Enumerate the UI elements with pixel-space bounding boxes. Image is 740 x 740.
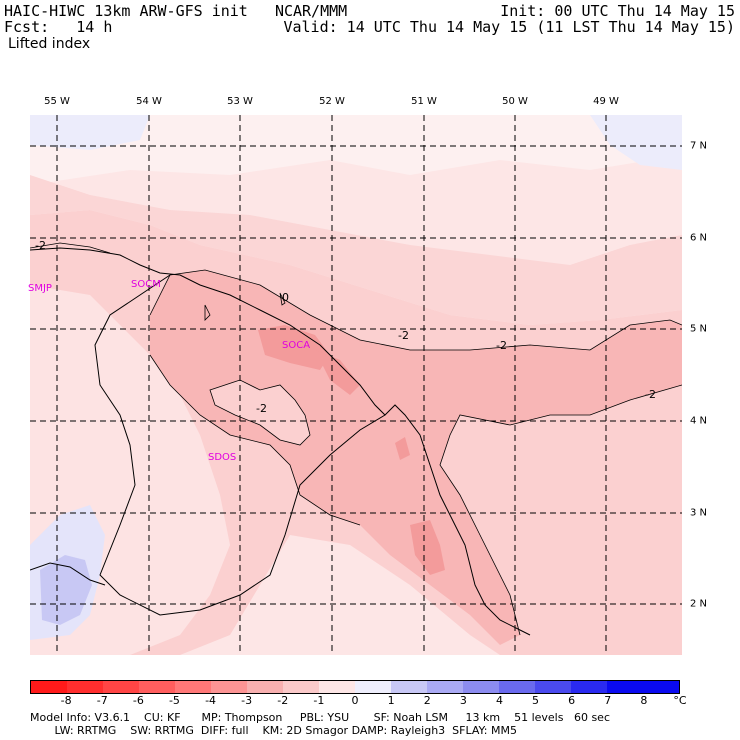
- lat-label: 6 N: [690, 232, 708, 244]
- colorbar: [30, 680, 680, 694]
- colorbar-tick-label: 0: [351, 694, 359, 707]
- colorbar-tick-label: -1: [313, 694, 325, 707]
- station-label: SMJP: [28, 283, 52, 294]
- colorbar-cell: [643, 681, 679, 693]
- inner-hole: [210, 380, 310, 445]
- colorbar-cell: [391, 681, 427, 693]
- contours: [30, 242, 682, 636]
- colorbar-tick-label: -5: [168, 694, 180, 707]
- colorbar-unit: °C: [673, 694, 687, 707]
- lon-label: 55 W: [44, 96, 70, 107]
- pink-spot-1: [258, 325, 330, 370]
- lat-label: 3 N: [690, 507, 708, 519]
- pink-spot-3: [395, 437, 410, 460]
- lat-label: 5 N: [690, 323, 708, 335]
- colorbar-tick-label: -8: [60, 694, 72, 707]
- colorbar-tick-label: 2: [423, 694, 431, 707]
- graticule: [30, 115, 682, 655]
- lon-label: 54 W: [136, 96, 162, 107]
- lavender-patch-nw: [30, 115, 150, 150]
- contour-label: -2: [256, 402, 267, 415]
- contour-line: [279, 292, 286, 306]
- contour-label: -2: [496, 339, 507, 352]
- border-guyana-suriname: [94, 274, 386, 616]
- lat-label: 4 N: [690, 415, 708, 427]
- model-info-line-2: LW: RRTMG SW: RRTMG DIFF: full KM: 2D Sm…: [30, 724, 517, 737]
- colorbar-tick-label: 4: [495, 694, 503, 707]
- contour-label: -2: [398, 329, 409, 342]
- contour-line: [149, 269, 682, 351]
- contour-line: [439, 384, 682, 636]
- colorbar-cell: [139, 681, 175, 693]
- pink-band-1b: [30, 175, 682, 325]
- pink-band-2: [150, 270, 682, 645]
- colorbar-cell: [571, 681, 607, 693]
- colorbar-cell: [535, 681, 571, 693]
- colorbar-cell: [319, 681, 355, 693]
- colorbar-cell: [67, 681, 103, 693]
- colorbar-tick-label: -7: [96, 694, 108, 707]
- colorbar-tick-label: -6: [132, 694, 144, 707]
- pink-spot-east: [620, 330, 680, 375]
- lon-label: 49 W: [593, 96, 619, 107]
- contour-line: [149, 354, 361, 526]
- colorbar-cell: [463, 681, 499, 693]
- colorbar-cell: [31, 681, 67, 693]
- contour-label: 0: [282, 291, 289, 304]
- lon-label: 53 W: [227, 96, 253, 107]
- colorbar-tick-label: -2: [277, 694, 289, 707]
- colorbar-cell: [103, 681, 139, 693]
- station-label: SOCM: [131, 279, 161, 290]
- colorbar-cell: [211, 681, 247, 693]
- lon-label: 51 W: [411, 96, 437, 107]
- colorbar-cell: [247, 681, 283, 693]
- colorbar-cell: [175, 681, 211, 693]
- model-info-line-1: Model Info: V3.6.1 CU: KF MP: Thompson P…: [30, 711, 610, 724]
- field-name: Lifted index: [8, 36, 91, 52]
- lat-label: 2 N: [690, 598, 708, 610]
- colorbar-cell: [355, 681, 391, 693]
- colorbar-tick-label: 8: [640, 694, 648, 707]
- lifted-index-map: [30, 115, 682, 655]
- model-title: HAIC-HIWC 13km ARW-GFS init NCAR/MMM: [4, 2, 348, 20]
- lon-label: 52 W: [319, 96, 345, 107]
- colorbar-tick-label: 5: [532, 694, 540, 707]
- coastline: [30, 247, 531, 636]
- light-band: [30, 115, 682, 185]
- lat-label: 7 N: [690, 140, 708, 152]
- pink-spot-2: [315, 350, 360, 395]
- colorbar-tick-label: -3: [241, 694, 253, 707]
- init-time: Init: 00 UTC Thu 14 May 15: [500, 2, 735, 20]
- lon-label: 50 W: [502, 96, 528, 107]
- contour-label: -2: [645, 388, 656, 401]
- border-south: [30, 562, 106, 586]
- colorbar-cell: [283, 681, 319, 693]
- contour-line: [204, 304, 211, 321]
- lavender-patch-ne: [590, 115, 682, 170]
- contour-line: [30, 242, 111, 254]
- forecast-hour: Fcst: 14 h: [4, 18, 113, 36]
- station-label: SOCA: [282, 340, 311, 351]
- colorbar-cell: [499, 681, 535, 693]
- colorbar-tick-label: -4: [205, 694, 217, 707]
- colorbar-cell: [427, 681, 463, 693]
- contour-line: [209, 379, 311, 446]
- org-label: NCAR/MMM: [274, 2, 348, 20]
- valid-time: Valid: 14 UTC Thu 14 May 15 (11 LST Thu …: [283, 18, 735, 36]
- colorbar-cell: [607, 681, 643, 693]
- station-label: SDOS: [208, 452, 237, 463]
- colorbar-tick-label: 1: [387, 694, 395, 707]
- colorbar-tick-label: 7: [604, 694, 612, 707]
- colorbar-tick-label: 3: [459, 694, 467, 707]
- colorbar-tick-label: 6: [568, 694, 576, 707]
- pink-spot-4: [410, 520, 445, 575]
- contour-label: -2: [35, 239, 46, 252]
